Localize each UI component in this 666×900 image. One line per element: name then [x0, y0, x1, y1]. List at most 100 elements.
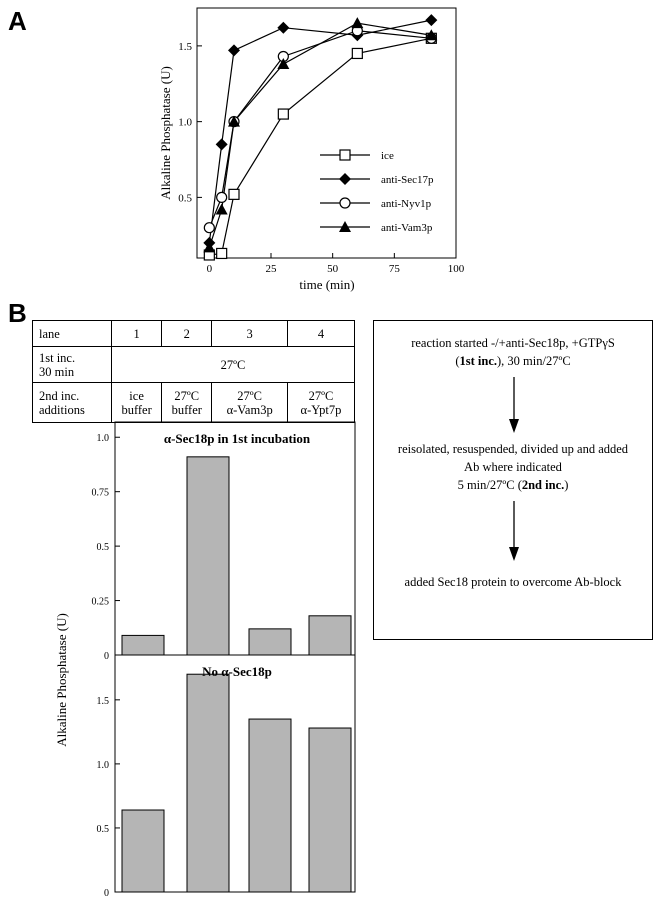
- protocol-flow-box: reaction started -/+anti-Sec18p, +GTPγS …: [373, 320, 653, 640]
- inc1-duration: 30 min: [39, 364, 75, 379]
- flow-step2-line1: reisolated, resuspended, divided up and …: [397, 442, 629, 456]
- flow-step2-line2: Ab where indicated: [464, 460, 562, 474]
- inc1-temperature: 27ºC: [111, 346, 355, 383]
- bar-y-tick-label: 0: [104, 888, 109, 899]
- bar-title-bottom: No α-Sec18p: [202, 664, 272, 679]
- inc1-label: 1st inc.: [39, 350, 76, 365]
- flow-step1-rest: ), 30 min/27ºC: [497, 354, 571, 368]
- x-tick-label: 100: [448, 263, 465, 275]
- addition-2-top: 27ºC: [174, 388, 200, 403]
- addition-3-top: 27ºC: [237, 388, 262, 403]
- condition-table: lane 1 2 3 4 1st inc. 30 min 27ºC 2nd inc…: [32, 320, 356, 423]
- y-tick-label: 0.5: [178, 192, 192, 204]
- legend-marker-2: [339, 197, 351, 209]
- x-tick-label: 75: [389, 263, 401, 275]
- series-line-3: [208, 22, 432, 248]
- y-tick-label: 1.5: [178, 41, 192, 53]
- data-point-2: [216, 191, 228, 203]
- bar-lane-4: [308, 615, 352, 656]
- x-tick-label: 50: [327, 263, 339, 275]
- bar-y-axis-label: Alkaline Phosphatase (U): [54, 613, 69, 747]
- legend-label-0: ice: [381, 150, 394, 162]
- bar-lane-1: [121, 634, 165, 656]
- flow-step3: added Sec18 protein to overcome Ab-block: [404, 575, 622, 589]
- series-line-1: [208, 19, 432, 243]
- y-axis-label: Alkaline Phosphatase (U): [158, 66, 173, 200]
- lane-1: 1: [110, 320, 163, 347]
- bar-plot-frame: [114, 421, 356, 893]
- flow-step2-prefix: 5 min/27ºC (: [457, 478, 522, 492]
- addition-4-bottom: α-Ypt7p: [300, 402, 342, 417]
- lane-2: 2: [161, 320, 213, 347]
- bar-y-tick-label: 0.75: [92, 488, 110, 499]
- bar-y-tick-label: 1.0: [97, 760, 110, 771]
- data-point-0: [351, 47, 363, 60]
- data-point-1: [215, 138, 228, 151]
- addition-4-top: 27ºC: [308, 388, 334, 403]
- bar-lane-2: [186, 673, 230, 893]
- x-tick-label: 0: [207, 263, 213, 275]
- flow-step1-line1: reaction started -/+anti-Sec18p, +GTPγS: [411, 336, 615, 350]
- data-point-3: [228, 115, 240, 127]
- bar-lane-4: [308, 727, 352, 893]
- legend-label-2: anti-Nyv1p: [381, 198, 432, 210]
- bar-lane-3: [248, 628, 292, 656]
- data-point-0: [228, 188, 240, 200]
- bar-y-tick-label: 0.25: [92, 597, 110, 608]
- addition-lane-4: 27ºC α-Ypt7p: [286, 382, 356, 423]
- legend-marker-3: [339, 221, 351, 232]
- legend-marker-0: [339, 149, 351, 161]
- inc2-header: 2nd inc. additions: [32, 382, 112, 423]
- data-point-2: [203, 222, 215, 234]
- plot-frame: [196, 7, 457, 259]
- data-point-3: [425, 29, 438, 41]
- flow-arrows: [509, 377, 519, 561]
- panel-label-a: A: [8, 6, 27, 36]
- bar-lane-2: [186, 456, 230, 656]
- x-tick-label: 25: [266, 263, 278, 275]
- arrowhead-1-icon: [509, 419, 519, 433]
- bar-y-tick-label: 0.5: [97, 824, 110, 835]
- addition-3-bottom: α-Vam3p: [226, 402, 273, 417]
- data-point-0: [277, 108, 289, 120]
- flow-step2-bold: 2nd inc.: [521, 478, 565, 492]
- line-chart: 0 25 50 75 100 0.5 1.0 1.5 ice anti-Sec17p anti-N…: [158, 7, 465, 292]
- lane-4: 4: [286, 320, 356, 347]
- data-point-3: [215, 203, 228, 215]
- bar-y-tick-label: 0: [104, 651, 109, 662]
- lane-3: 3: [211, 320, 288, 347]
- x-axis-label: time (min): [299, 277, 354, 292]
- inc2-additions-label: additions: [39, 402, 85, 417]
- data-point-1: [228, 44, 240, 57]
- data-point-3: [351, 17, 364, 29]
- data-point-1: [425, 14, 438, 27]
- bar-y-tick-label: 1.0: [97, 433, 110, 444]
- data-point-1: [277, 21, 290, 34]
- panel-label-b: B: [8, 298, 27, 328]
- data-point-3: [203, 241, 216, 253]
- addition-2-bottom: buffer: [171, 402, 202, 417]
- lane-header: lane: [32, 320, 112, 347]
- legend-label-1: anti-Sec17p: [381, 174, 434, 186]
- addition-lane-1: ice buffer: [110, 382, 163, 423]
- addition-lane-2: 27ºC buffer: [161, 382, 213, 423]
- legend-label-3: anti-Vam3p: [381, 222, 433, 234]
- bar-lane-3: [248, 718, 292, 893]
- addition-1-bottom: buffer: [121, 402, 152, 417]
- addition-1-top: ice: [129, 388, 144, 403]
- data-point-3: [277, 58, 290, 70]
- arrowhead-2-icon: [509, 547, 519, 561]
- bar-y-tick-label: 0.5: [97, 542, 110, 553]
- inc1-header: 1st inc. 30 min: [32, 346, 112, 383]
- addition-lane-3: 27ºC α-Vam3p: [211, 382, 288, 423]
- inc2-label: 2nd inc.: [39, 388, 80, 403]
- bar-y-tick-label: 1.5: [97, 696, 110, 707]
- flow-step1-bold: 1st inc.: [459, 354, 498, 368]
- bar-title-top: α-Sec18p in 1st incubation: [164, 431, 311, 446]
- y-tick-label: 1.0: [178, 117, 192, 129]
- legend-marker-1: [339, 173, 351, 185]
- bar-lane-1: [121, 809, 165, 893]
- flow-step1-line2: (1st inc.), 30 min/27ºC: [455, 354, 571, 368]
- flow-step2-line3: 5 min/27ºC (2nd inc.): [457, 478, 569, 492]
- data-point-0: [216, 247, 228, 260]
